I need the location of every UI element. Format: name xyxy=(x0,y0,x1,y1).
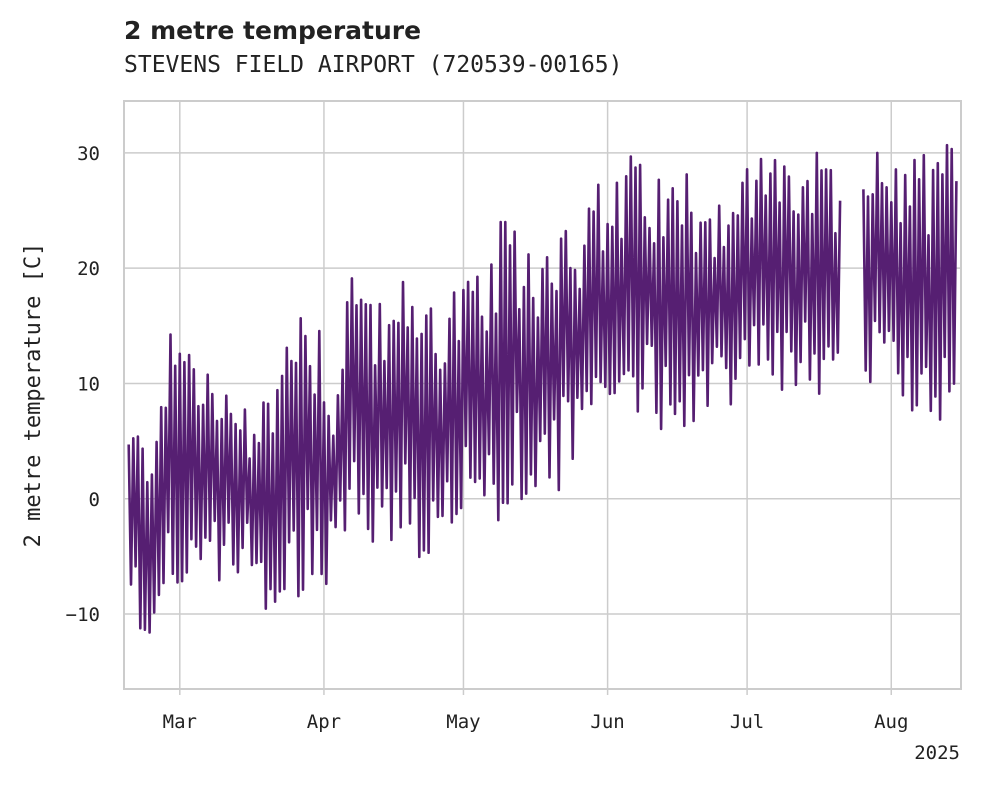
chart-subtitle: STEVENS FIELD AIRPORT (720539-00165) xyxy=(124,52,623,78)
y-tick-label: 10 xyxy=(77,373,100,395)
grid-lines xyxy=(124,101,961,689)
y-tick-label: −10 xyxy=(66,604,100,626)
temperature-series xyxy=(127,143,958,634)
x-tick-label: Jun xyxy=(590,711,624,733)
y-axis-label: 2 metre temperature [C] xyxy=(21,243,46,548)
y-tick-label: 30 xyxy=(77,143,100,165)
plot-frame xyxy=(123,100,962,690)
chart-title: 2 metre temperature xyxy=(124,16,422,45)
x-tick-label: Apr xyxy=(307,711,341,733)
x-axis-year-label: 2025 xyxy=(914,742,960,764)
y-tick-label: 0 xyxy=(89,489,100,511)
x-tick-label: Jul xyxy=(730,711,764,733)
x-axis-ticks: Mar Apr May Jun Jul Aug xyxy=(163,689,908,733)
y-tick-label: 20 xyxy=(77,258,100,280)
x-tick-label: Aug xyxy=(874,711,908,733)
x-tick-label: Mar xyxy=(163,711,197,733)
x-tick-label: May xyxy=(446,711,480,733)
y-axis-ticks: −10 0 10 20 30 xyxy=(66,143,100,626)
temperature-line xyxy=(127,143,958,634)
